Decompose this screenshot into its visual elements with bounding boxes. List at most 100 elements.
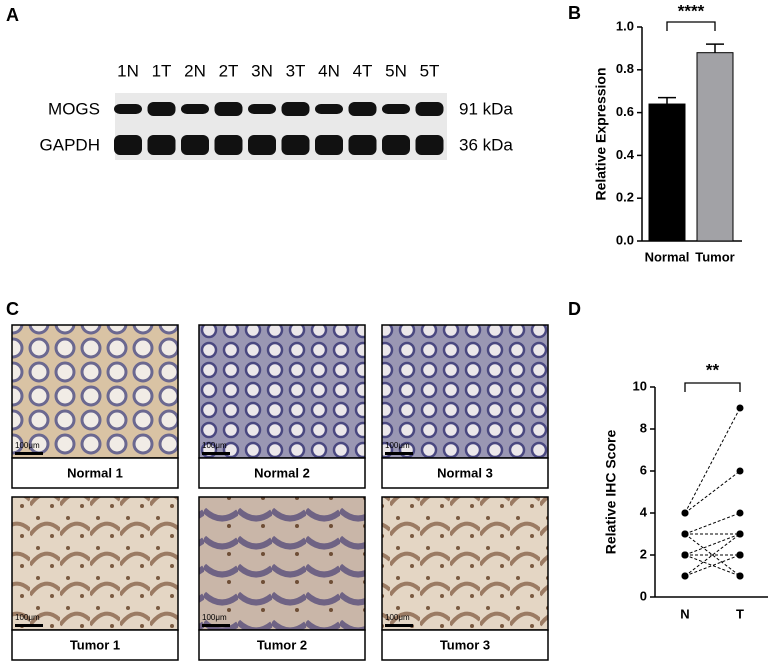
point (736, 467, 744, 475)
band (348, 135, 377, 155)
ihc-caption: Tumor 2 (257, 637, 307, 652)
significance-bracket (684, 382, 741, 392)
y-tick-label: 6 (640, 462, 647, 477)
band (382, 104, 410, 114)
y-tick-label: 0.8 (616, 61, 634, 76)
scale-label: 100μm (202, 613, 227, 622)
ihc-image (381, 324, 549, 459)
x-tick-label: Tumor (695, 249, 734, 264)
point (681, 551, 689, 559)
pair-line (684, 512, 741, 535)
band (415, 135, 444, 155)
lane-label: 3T (286, 61, 306, 80)
band (315, 135, 343, 155)
band (248, 135, 276, 155)
caption-box (381, 629, 549, 661)
ihc-image (198, 324, 366, 459)
y-tick-label: 10 (633, 378, 647, 393)
point (736, 572, 744, 580)
pair-line (684, 470, 741, 514)
band (181, 104, 209, 114)
y-tick-label: 2 (640, 546, 647, 561)
scale-label: 100μm (202, 441, 227, 450)
band (147, 135, 176, 155)
band (248, 104, 276, 114)
ihc-caption: Normal 3 (437, 465, 493, 480)
band (181, 135, 209, 155)
y-tick-label: 0 (640, 588, 647, 603)
ihc-caption: Normal 2 (254, 465, 310, 480)
lane-label: 3N (251, 61, 273, 80)
y-tick-label: 0.0 (616, 232, 634, 247)
band (382, 135, 410, 155)
scale-bar (385, 452, 413, 455)
panel-label: A (6, 5, 19, 25)
caption-box (198, 457, 366, 489)
lane-label: 4N (318, 61, 340, 80)
lane-label: 2T (219, 61, 239, 80)
pair-line (684, 533, 741, 577)
scale-label: 100μm (385, 613, 410, 622)
scale-bar (15, 452, 43, 455)
point (736, 509, 744, 517)
ihc-image (11, 324, 179, 459)
panel-label: C (6, 299, 19, 319)
lane-label: 5N (385, 61, 407, 80)
scale-label: 100μm (15, 441, 40, 450)
band (415, 102, 444, 116)
lane-label: 2N (184, 61, 206, 80)
y-tick-label: 0.2 (616, 190, 634, 205)
significance: ** (706, 360, 720, 379)
scale-bar (385, 624, 413, 627)
y-tick-label: 1.0 (616, 18, 634, 33)
panel-label: D (568, 299, 581, 319)
pair-line (684, 407, 741, 514)
x-tick-label: T (736, 606, 744, 621)
pair-line (684, 533, 741, 577)
band (281, 102, 310, 116)
protein-label: MOGS (48, 99, 100, 118)
caption-box (11, 457, 179, 489)
lane-label: 5T (420, 61, 440, 80)
point (736, 404, 744, 412)
y-tick-label: 0.6 (616, 104, 634, 119)
band (214, 135, 243, 155)
lane-label: 1N (117, 61, 139, 80)
point (736, 551, 744, 559)
point (681, 530, 689, 538)
y-axis-label: Relative IHC Score (603, 430, 619, 555)
panel-label: B (568, 3, 581, 23)
bar (696, 52, 734, 242)
ihc-caption: Tumor 3 (440, 637, 490, 652)
point (736, 530, 744, 538)
band (114, 104, 142, 114)
pair-line (684, 533, 741, 556)
size-label: 36 kDa (459, 135, 513, 154)
band (281, 135, 310, 155)
x-tick-label: Normal (645, 249, 690, 264)
band (348, 102, 377, 116)
significance-bracket (666, 21, 716, 31)
y-tick-label: 0.4 (616, 147, 635, 162)
point (681, 572, 689, 580)
significance: **** (678, 1, 705, 20)
scale-bar (202, 452, 230, 455)
size-label: 91 kDa (459, 99, 513, 118)
ihc-image (198, 496, 366, 631)
scale-label: 100μm (385, 441, 410, 450)
band (114, 135, 142, 155)
caption-box (198, 629, 366, 661)
scale-bar (202, 624, 230, 627)
bar (648, 103, 686, 242)
caption-box (11, 629, 179, 661)
lane-label: 1T (152, 61, 172, 80)
x-tick-label: N (680, 606, 689, 621)
ihc-caption: Normal 1 (67, 465, 123, 480)
y-tick-label: 8 (640, 420, 647, 435)
lane-label: 4T (353, 61, 373, 80)
band (214, 102, 243, 116)
band (147, 102, 176, 116)
point (681, 509, 689, 517)
ihc-image (381, 496, 549, 631)
